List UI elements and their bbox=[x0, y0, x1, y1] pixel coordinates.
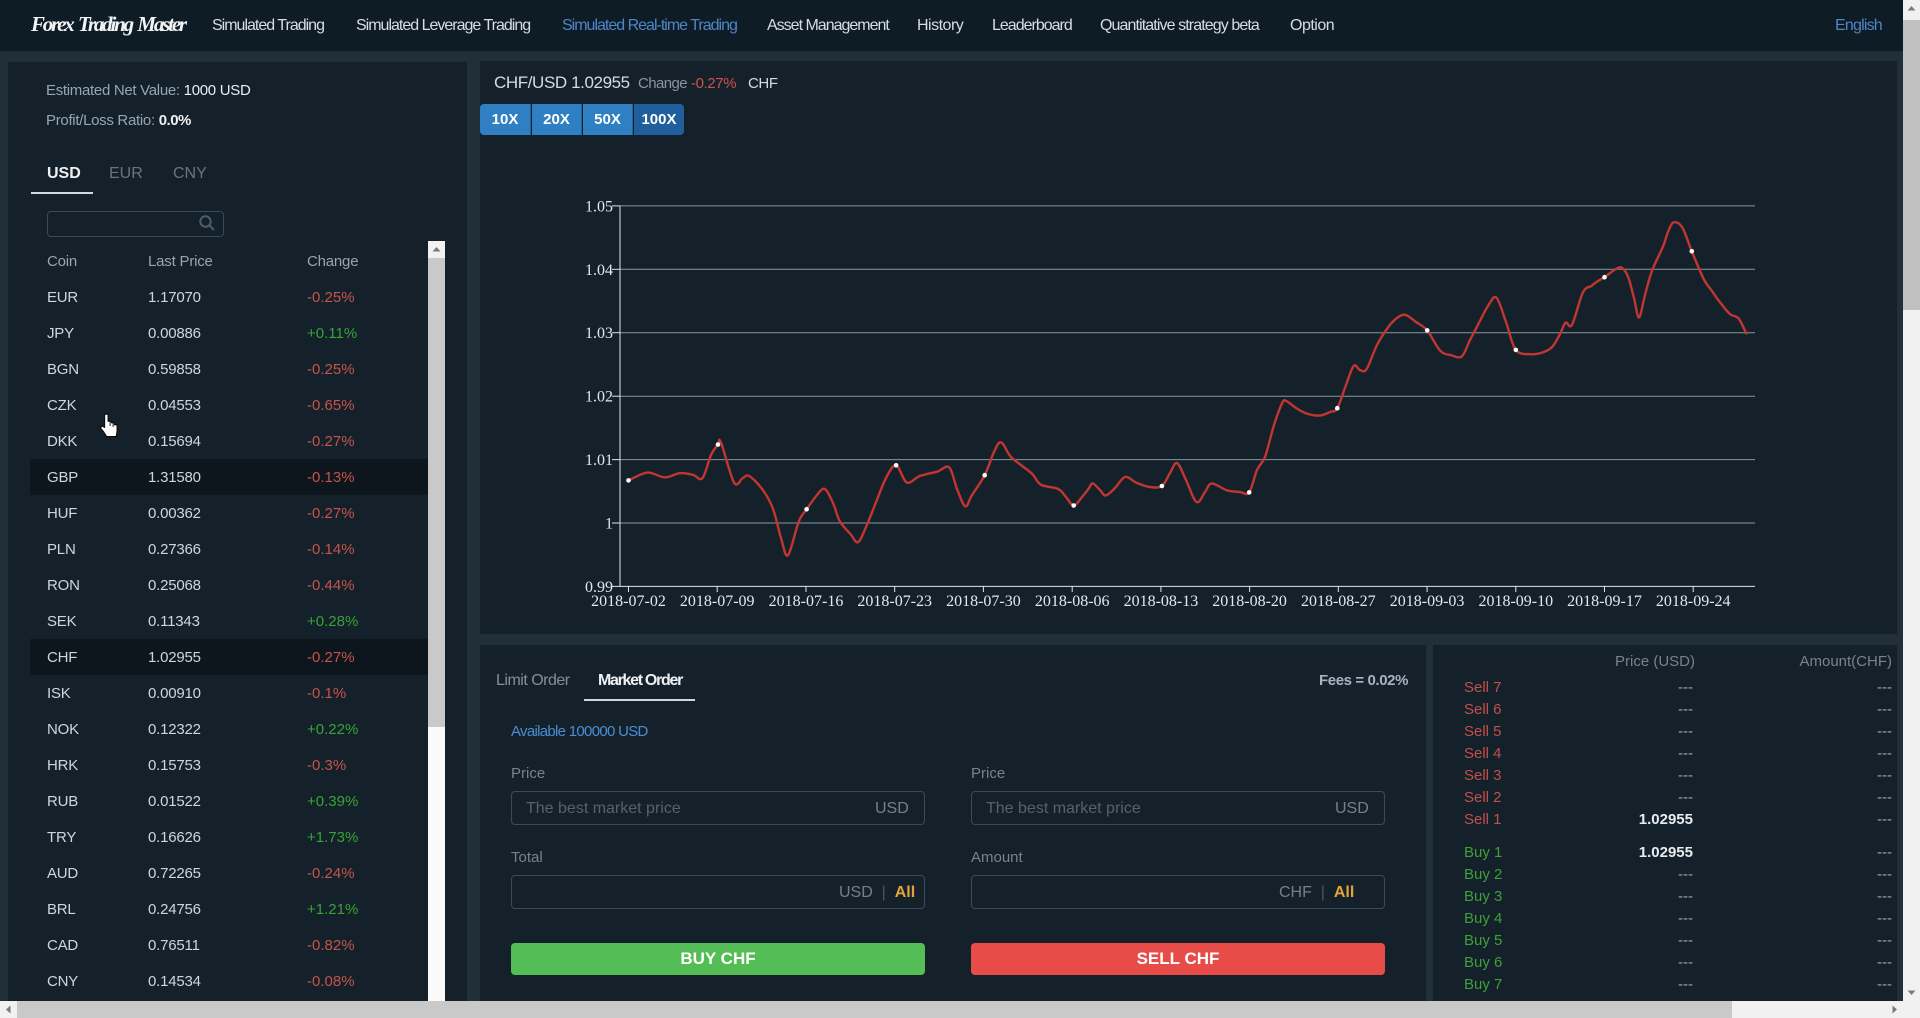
svg-text:1: 1 bbox=[605, 516, 613, 533]
svg-text:2018-08-06: 2018-08-06 bbox=[1035, 593, 1110, 610]
svg-text:2018-07-30: 2018-07-30 bbox=[946, 593, 1021, 610]
svg-text:0.99: 0.99 bbox=[585, 579, 613, 596]
svg-text:1.03: 1.03 bbox=[585, 325, 613, 342]
svg-text:1.04: 1.04 bbox=[585, 262, 613, 279]
svg-text:2018-08-27: 2018-08-27 bbox=[1301, 593, 1376, 610]
svg-text:1.05: 1.05 bbox=[585, 198, 613, 215]
svg-text:2018-09-17: 2018-09-17 bbox=[1567, 593, 1642, 610]
svg-text:2018-07-23: 2018-07-23 bbox=[857, 593, 932, 610]
svg-text:2018-09-10: 2018-09-10 bbox=[1478, 593, 1553, 610]
svg-text:1.01: 1.01 bbox=[585, 452, 613, 469]
svg-text:2018-07-16: 2018-07-16 bbox=[769, 593, 844, 610]
svg-text:2018-09-24: 2018-09-24 bbox=[1656, 593, 1731, 610]
svg-text:2018-09-03: 2018-09-03 bbox=[1390, 593, 1465, 610]
svg-text:2018-08-13: 2018-08-13 bbox=[1124, 593, 1199, 610]
svg-text:2018-08-20: 2018-08-20 bbox=[1212, 593, 1287, 610]
svg-text:1.02: 1.02 bbox=[585, 389, 613, 406]
svg-text:2018-07-09: 2018-07-09 bbox=[680, 593, 755, 610]
svg-text:2018-07-02: 2018-07-02 bbox=[591, 593, 666, 610]
